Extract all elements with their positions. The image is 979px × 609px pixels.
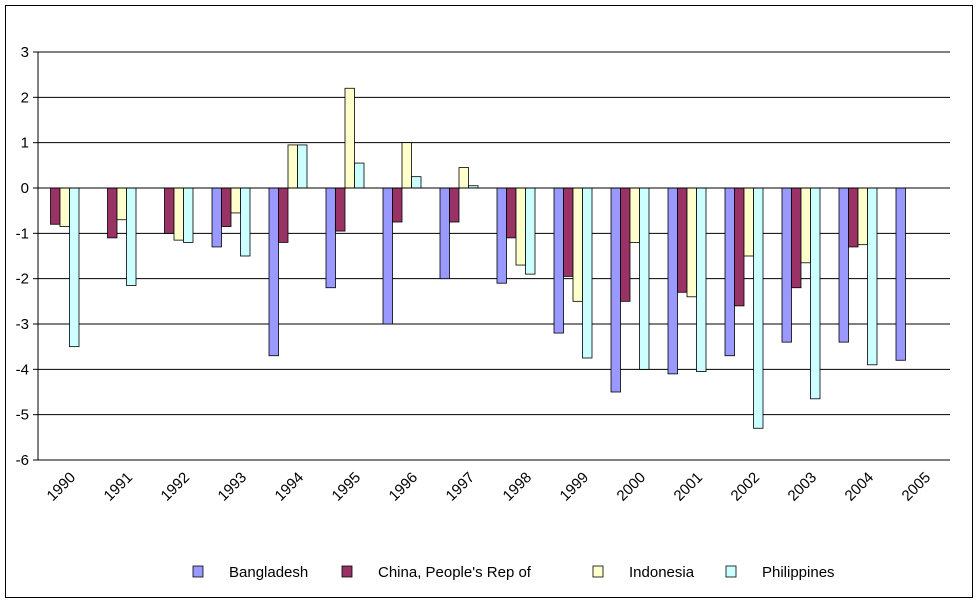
bar-china-people-s-rep-of-1991	[107, 187, 118, 239]
bar-china-people-s-rep-of-2000	[620, 187, 631, 302]
bar-indonesia-1998	[515, 187, 526, 266]
bar-philippines-1999	[582, 187, 593, 359]
y-tick-labels: 3 2 1 0 -1 -2 -3 -4 -5 -6	[16, 44, 29, 469]
bar-bangladesh-1999	[553, 187, 564, 334]
bar-philippines-2000	[639, 187, 650, 370]
bar-indonesia-1991	[116, 187, 127, 221]
bar-indonesia-1997	[458, 167, 469, 189]
bar-philippines-1996	[411, 176, 422, 189]
legend-swatch-indonesia	[592, 565, 604, 578]
bar-philippines-1992	[183, 187, 194, 243]
bar-bangladesh-1995	[325, 187, 336, 289]
bar-china-people-s-rep-of-2004	[848, 187, 859, 248]
bar-china-people-s-rep-of-1999	[563, 187, 574, 277]
legend-label-bangladesh: Bangladesh	[229, 564, 308, 581]
bar-china-people-s-rep-of-1990	[50, 187, 61, 225]
legend-swatch-china-people-s-rep-of	[341, 565, 353, 578]
bar-indonesia-1993	[230, 187, 241, 214]
bar-bangladesh-2002	[724, 187, 735, 357]
bar-bangladesh-1997	[439, 187, 450, 280]
bar-bangladesh-2001	[667, 187, 678, 375]
bar-indonesia-1990	[59, 187, 70, 227]
bar-china-people-s-rep-of-1998	[506, 187, 517, 239]
bar-philippines-1995	[354, 162, 365, 189]
bar-china-people-s-rep-of-1994	[278, 187, 289, 243]
bar-indonesia-1994	[287, 144, 298, 189]
bar-china-people-s-rep-of-2003	[791, 187, 802, 289]
chart-frame	[5, 5, 973, 598]
bar-indonesia-2001	[686, 187, 697, 298]
bar-indonesia-2004	[857, 187, 868, 246]
y-tick-label: 3	[21, 44, 29, 61]
y-tick-label: 2	[21, 89, 29, 106]
bar-philippines-1993	[240, 187, 251, 257]
y-tick-label: -1	[16, 225, 29, 242]
bar-philippines-1994	[297, 144, 308, 189]
bar-indonesia-1995	[344, 87, 355, 189]
bar-china-people-s-rep-of-1993	[221, 187, 232, 227]
legend: Bangladesh China, People's Rep of Indonesi…	[192, 564, 835, 581]
bar-bangladesh-2003	[781, 187, 792, 343]
y-tick-label: -2	[16, 271, 29, 288]
legend-label-china-people-s-rep-of: China, People's Rep of	[378, 564, 532, 581]
bar-bangladesh-1993	[211, 187, 222, 248]
bar-philippines-2003	[810, 187, 821, 400]
bar-china-people-s-rep-of-1996	[392, 187, 403, 223]
bar-china-people-s-rep-of-1997	[449, 187, 460, 223]
y-tick-label: -5	[16, 407, 29, 424]
legend-label-indonesia: Indonesia	[629, 564, 695, 581]
bar-indonesia-2000	[629, 187, 640, 243]
legend-label-philippines: Philippines	[762, 564, 835, 581]
bar-bangladesh-2004	[838, 187, 849, 343]
bar-philippines-2002	[753, 187, 764, 429]
y-tick-label: 1	[21, 135, 29, 152]
bar-china-people-s-rep-of-2001	[677, 187, 688, 293]
axes	[33, 51, 950, 461]
bar-indonesia-2002	[743, 187, 754, 257]
bar-philippines-2004	[867, 187, 878, 366]
bar-bangladesh-1994	[268, 187, 279, 357]
bar-indonesia-2003	[800, 187, 811, 264]
bar-china-people-s-rep-of-1992	[164, 187, 175, 234]
bar-bangladesh-1998	[496, 187, 507, 284]
y-tick-label: -3	[16, 316, 29, 333]
y-tick-label: -6	[16, 452, 29, 469]
bar-philippines-2001	[696, 187, 707, 373]
bar-bangladesh-2000	[610, 187, 621, 393]
bar-indonesia-1996	[401, 142, 412, 189]
bar-indonesia-1999	[572, 187, 583, 302]
bar-bangladesh-2005	[895, 187, 906, 361]
bar-china-people-s-rep-of-2002	[734, 187, 745, 307]
bar-philippines-1998	[525, 187, 536, 275]
bar-philippines-1990	[69, 187, 80, 348]
bar-philippines-1991	[126, 187, 137, 286]
y-tick-label: -4	[16, 361, 29, 378]
bar-bangladesh-1996	[382, 187, 393, 325]
y-tick-label: 0	[21, 180, 29, 197]
bar-indonesia-1992	[173, 187, 184, 241]
bar-china-people-s-rep-of-1995	[335, 187, 346, 232]
legend-swatch-philippines	[725, 565, 737, 578]
legend-swatch-bangladesh	[192, 565, 204, 578]
